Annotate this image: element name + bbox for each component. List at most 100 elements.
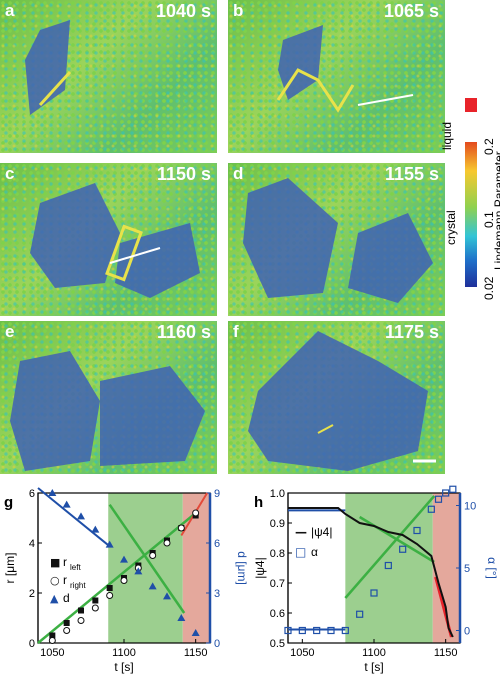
legend-symbol: ○: [50, 574, 60, 587]
x-axis-label: t [s]: [114, 660, 133, 674]
crystal-region: [30, 183, 200, 298]
r-right-point: [177, 524, 185, 532]
y2-axis-label: d [μm]: [235, 551, 249, 585]
d-point: [177, 614, 186, 621]
d-point: [77, 512, 85, 520]
x-tick-label: 1150: [184, 647, 208, 659]
micrograph-panel-c: c 1150 s: [0, 163, 217, 316]
alpha-point: [442, 489, 450, 497]
crystal-region: [248, 331, 428, 471]
legend-text: r: [63, 573, 67, 587]
micrograph-panel-d: d 1155 s: [228, 163, 445, 316]
alpha-point: [341, 626, 349, 635]
r-left-point: [49, 632, 56, 639]
legend-symbol: □: [295, 545, 306, 559]
panel-time: 1150 s: [156, 164, 211, 184]
y-axis-label: r [μm]: [3, 553, 17, 584]
fit-line-green-down: [359, 515, 435, 564]
legend-text: |ψ4|: [311, 525, 332, 539]
r-right-point: [106, 592, 114, 599]
y2-tick-label: 0: [214, 638, 220, 650]
d-point: [134, 567, 143, 575]
alpha-point: [399, 545, 407, 553]
alpha-point: [356, 610, 364, 618]
alpha-point: [313, 626, 321, 635]
legend-symbol: ■: [50, 556, 60, 569]
x-tick-label: 1100: [112, 647, 136, 659]
graph-h: 1050 1100 1150 0.5 0.6 0.7 0.8 0.9 1.0 0 5 10 h t [s]…: [253, 485, 499, 674]
panel-time: 1040 s: [155, 1, 211, 21]
annotation-overlay: [276, 68, 414, 113]
x-tick-label: 1050: [40, 647, 64, 659]
legend-text: α: [311, 545, 318, 559]
r-left-point: [92, 597, 99, 604]
panel-label: e: [5, 322, 15, 341]
alpha-point: [413, 526, 421, 535]
crystal-region: [10, 351, 205, 471]
y2-tick-label: 0: [464, 626, 470, 638]
r-right-point: [192, 509, 200, 517]
legend-symbol: —: [295, 525, 307, 539]
legend-symbol: ▲: [50, 592, 59, 605]
panel-label: c: [5, 164, 15, 183]
liquid-label: liquid: [440, 121, 454, 150]
micrograph-panel-e: e 1160 s: [0, 321, 217, 474]
y-tick-label: 0.6: [270, 608, 285, 620]
annotation-overlay: [317, 424, 436, 463]
d-point: [48, 489, 57, 496]
y-tick-label: 2: [29, 588, 35, 600]
x-tick-label: 1050: [290, 647, 314, 659]
annotation-overlay: [38, 70, 72, 107]
r-right-point: [77, 617, 85, 624]
panel-time: 1175 s: [384, 322, 439, 342]
y-tick-label: 0: [29, 638, 35, 650]
crystal-region: [25, 20, 70, 115]
fit-line-d: [37, 487, 111, 548]
d-point: [62, 500, 71, 508]
graph-label: h: [254, 494, 263, 511]
x-axis-label: t [s]: [364, 660, 383, 674]
colorbar: liquid crystal 0.2 0.1 0.02 Lindemann Pa…: [430, 0, 500, 330]
y-axis-label: |ψ4|: [253, 557, 267, 578]
y-tick-label: 0.9: [270, 518, 285, 530]
y-tick-label: 6: [29, 488, 35, 500]
panel-time: 1065 s: [383, 1, 439, 21]
psi4-line: [288, 507, 454, 638]
alpha-point: [298, 626, 306, 635]
panel-label: a: [5, 1, 15, 20]
annotation-overlay: [105, 224, 161, 282]
alpha-point: [327, 626, 335, 635]
panel-time: 1160 s: [156, 322, 211, 342]
y-tick-label: 0.8: [270, 548, 285, 560]
alpha-point: [370, 589, 378, 597]
fit-line-green-up: [344, 495, 436, 599]
x-tick-label: 1150: [434, 647, 458, 659]
legend-subscript: right: [70, 581, 86, 590]
d-point: [120, 555, 128, 563]
alpha-point: [427, 505, 435, 513]
alpha-point: [434, 495, 443, 503]
r-right-point: [63, 627, 71, 634]
crystal-label: crystal: [444, 210, 458, 245]
panel-time: 1155 s: [384, 164, 439, 184]
y-tick-label: 4: [29, 538, 35, 550]
colorbar-gradient: [465, 142, 477, 287]
d-point: [91, 525, 100, 533]
colorbar-tick-002: 0.02: [482, 276, 496, 300]
graph-label: g: [4, 494, 13, 511]
y-tick-label: 1.0: [270, 488, 285, 500]
alpha-point: [284, 626, 292, 635]
y-tick-label: 0.7: [270, 578, 285, 590]
r-left-point: [78, 607, 84, 614]
d-point: [191, 629, 200, 636]
r-right-point: [48, 637, 56, 644]
alpha-point: [384, 561, 392, 570]
colorbar-title: Lindemann Parameter: [492, 151, 500, 270]
r-right-point: [120, 577, 128, 584]
micrograph-panel-a: a 1040 s: [0, 0, 217, 153]
crystal-region: [243, 178, 433, 303]
y-tick-label: 0.5: [270, 638, 285, 650]
r-right-point: [91, 604, 99, 612]
panel-label: f: [233, 322, 239, 341]
